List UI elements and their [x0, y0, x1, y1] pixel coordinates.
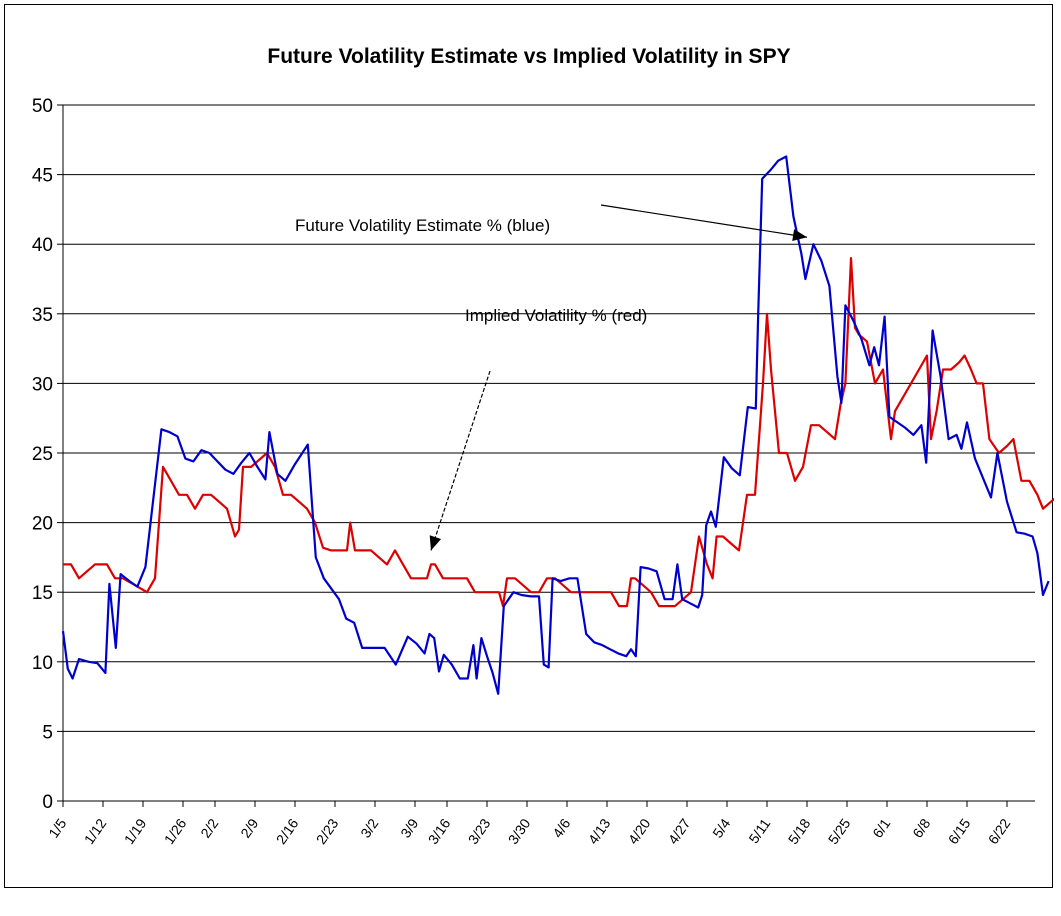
chart-title: Future Volatility Estimate vs Implied Vo…: [267, 45, 790, 68]
x-tick-label: 5/4: [709, 815, 733, 840]
x-tick-label: 2/2: [197, 815, 221, 840]
x-tick-label: 4/20: [625, 815, 654, 847]
chart: Future Volatility Estimate vs Implied Vo…: [32, 45, 1054, 847]
series-layer: [61, 155, 1054, 695]
x-tick-label: 5/25: [825, 815, 854, 847]
x-tick-label: 2/16: [273, 815, 302, 847]
x-tick-label: 3/9: [397, 815, 421, 840]
x-tick-label: 4/13: [585, 815, 614, 847]
x-tick-label: 1/5: [45, 815, 69, 840]
annotation-arrow-implied-volatility-line: [430, 370, 491, 551]
x-tick-label: 1/19: [121, 815, 150, 847]
y-tick-label: 45: [32, 166, 53, 187]
x-tick-label: 4/6: [549, 815, 573, 840]
x-tick-label: 3/30: [505, 815, 534, 847]
x-tick-label: 6/1: [869, 815, 893, 840]
y-tick-label: 10: [32, 653, 53, 674]
x-tick-label: 6/15: [945, 815, 974, 847]
annotation-future-volatility: Future Volatility Estimate % (blue): [295, 216, 550, 235]
x-tick-label: 1/12: [81, 815, 110, 847]
y-tick-label: 50: [32, 96, 53, 117]
y-tick-label: 5: [42, 722, 53, 743]
series-line-future-volatility: [61, 155, 1050, 695]
y-tick-label: 35: [32, 305, 53, 326]
x-tick-label: 1/26: [161, 815, 190, 847]
x-tick-label: 5/18: [785, 815, 814, 847]
y-tick-label: 25: [32, 444, 53, 465]
x-axis-ticks: 1/5 1/12 1/19 1/26 2/2 2/9 2/16 2/23 3/2 3/9 3/16 3…: [45, 801, 1014, 847]
annotations: Future Volatility Estimate % (blue) Impl…: [295, 204, 808, 551]
annotation-arrow-implied-volatility-head: [429, 535, 442, 551]
series-line-implied-volatility: [63, 257, 1054, 608]
gridlines: [63, 104, 1035, 732]
annotation-arrow-future-volatility-line: [600, 204, 808, 238]
chart-frame: Future Volatility Estimate vs Implied Vo…: [4, 4, 1054, 888]
x-tick-label: 3/16: [425, 815, 454, 847]
x-tick-label: 2/23: [313, 815, 342, 847]
annotation-implied-volatility: Implied Volatility % (red): [465, 306, 647, 325]
x-tick-label: 3/2: [357, 815, 381, 840]
y-tick-label: 20: [32, 514, 53, 535]
x-tick-label: 4/27: [665, 815, 694, 847]
x-tick-label: 5/11: [745, 815, 773, 846]
x-tick-label: 6/22: [985, 815, 1014, 847]
y-axis-ticks: 0 5 10 15 20 25 30 35 40 45 50: [32, 96, 63, 813]
x-tick-label: 3/23: [465, 815, 494, 847]
y-tick-label: 0: [42, 792, 53, 813]
y-tick-label: 15: [32, 583, 53, 604]
x-tick-label: 2/9: [237, 815, 261, 840]
annotation-arrow-future-volatility-head: [792, 229, 807, 242]
y-tick-label: 40: [32, 235, 53, 256]
x-tick-label: 6/8: [909, 815, 933, 840]
y-tick-label: 30: [32, 374, 53, 395]
